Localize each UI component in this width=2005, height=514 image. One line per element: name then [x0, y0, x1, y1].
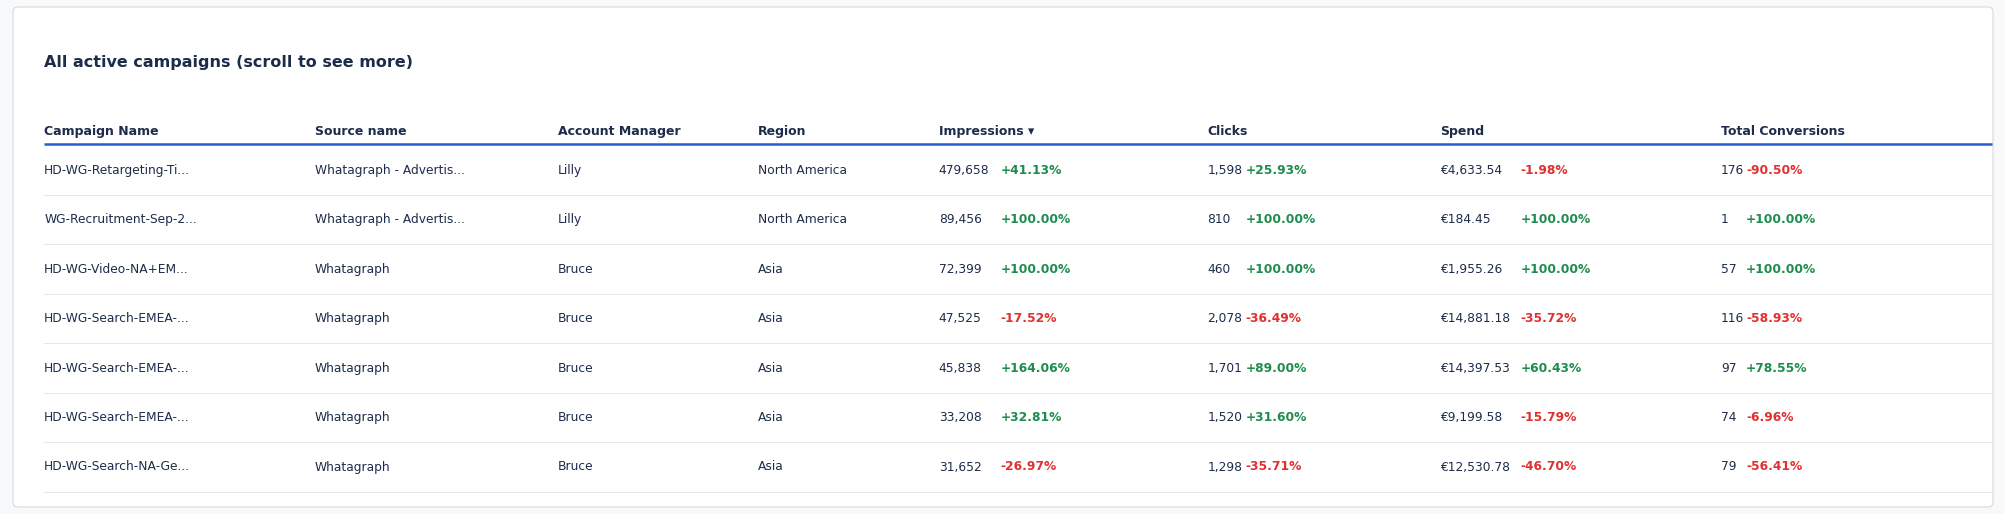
Text: 1,520: 1,520: [1207, 411, 1241, 424]
FancyBboxPatch shape: [12, 7, 1993, 507]
Text: 460: 460: [1207, 263, 1231, 276]
Text: -1.98%: -1.98%: [1520, 163, 1568, 176]
Text: North America: North America: [758, 213, 846, 226]
Text: Whatagraph: Whatagraph: [315, 461, 391, 473]
Text: -6.96%: -6.96%: [1744, 411, 1792, 424]
Text: -26.97%: -26.97%: [1000, 461, 1057, 473]
Text: Campaign Name: Campaign Name: [44, 125, 158, 138]
Text: Source name: Source name: [315, 125, 407, 138]
Text: +100.00%: +100.00%: [1744, 263, 1815, 276]
Text: Asia: Asia: [758, 263, 784, 276]
Text: -35.71%: -35.71%: [1245, 461, 1301, 473]
Text: HD-WG-Search-NA-Ge...: HD-WG-Search-NA-Ge...: [44, 461, 190, 473]
Text: +89.00%: +89.00%: [1245, 361, 1307, 375]
Text: Whatagraph - Advertis...: Whatagraph - Advertis...: [315, 213, 465, 226]
Text: -58.93%: -58.93%: [1744, 312, 1800, 325]
Text: HD-WG-Video-NA+EM...: HD-WG-Video-NA+EM...: [44, 263, 188, 276]
Text: Bruce: Bruce: [557, 411, 593, 424]
Text: €12,530.78: €12,530.78: [1440, 461, 1510, 473]
Text: All active campaigns (scroll to see more): All active campaigns (scroll to see more…: [44, 55, 413, 70]
Text: +100.00%: +100.00%: [1744, 213, 1815, 226]
Text: Whatagraph - Advertis...: Whatagraph - Advertis...: [315, 163, 465, 176]
Text: 2,078: 2,078: [1207, 312, 1241, 325]
Text: 31,652: 31,652: [938, 461, 980, 473]
Text: 74: 74: [1720, 411, 1736, 424]
Text: 72,399: 72,399: [938, 263, 980, 276]
Text: +60.43%: +60.43%: [1520, 361, 1580, 375]
Text: -90.50%: -90.50%: [1744, 163, 1802, 176]
Text: Region: Region: [758, 125, 806, 138]
Text: HD-WG-Search-EMEA-...: HD-WG-Search-EMEA-...: [44, 361, 190, 375]
Text: 57: 57: [1720, 263, 1736, 276]
Text: +164.06%: +164.06%: [1000, 361, 1071, 375]
Text: €14,881.18: €14,881.18: [1440, 312, 1510, 325]
Text: Clicks: Clicks: [1207, 125, 1247, 138]
Text: +100.00%: +100.00%: [1245, 263, 1315, 276]
Text: 116: 116: [1720, 312, 1744, 325]
Text: -17.52%: -17.52%: [1000, 312, 1057, 325]
Text: Lilly: Lilly: [557, 163, 581, 176]
Text: 79: 79: [1720, 461, 1736, 473]
Text: 33,208: 33,208: [938, 411, 980, 424]
Text: €184.45: €184.45: [1440, 213, 1490, 226]
Text: +31.60%: +31.60%: [1245, 411, 1307, 424]
Text: Lilly: Lilly: [557, 213, 581, 226]
Text: 1: 1: [1720, 213, 1728, 226]
Text: +32.81%: +32.81%: [1000, 411, 1063, 424]
Text: HD-WG-Search-EMEA-...: HD-WG-Search-EMEA-...: [44, 411, 190, 424]
Text: 810: 810: [1207, 213, 1231, 226]
Text: 89,456: 89,456: [938, 213, 980, 226]
Text: HD-WG-Retargeting-Ti...: HD-WG-Retargeting-Ti...: [44, 163, 190, 176]
Text: Whatagraph: Whatagraph: [315, 361, 391, 375]
Text: +25.93%: +25.93%: [1245, 163, 1307, 176]
Text: +100.00%: +100.00%: [1000, 263, 1071, 276]
Text: +41.13%: +41.13%: [1000, 163, 1063, 176]
Text: €1,955.26: €1,955.26: [1440, 263, 1502, 276]
Text: Asia: Asia: [758, 411, 784, 424]
Text: HD-WG-Search-EMEA-...: HD-WG-Search-EMEA-...: [44, 312, 190, 325]
Text: 1,701: 1,701: [1207, 361, 1241, 375]
Text: Asia: Asia: [758, 312, 784, 325]
Text: 1,298: 1,298: [1207, 461, 1241, 473]
Text: Whatagraph: Whatagraph: [315, 263, 391, 276]
Text: -36.49%: -36.49%: [1245, 312, 1301, 325]
Text: Total Conversions: Total Conversions: [1720, 125, 1845, 138]
Text: -35.72%: -35.72%: [1520, 312, 1576, 325]
Text: North America: North America: [758, 163, 846, 176]
Text: -46.70%: -46.70%: [1520, 461, 1576, 473]
Text: +78.55%: +78.55%: [1744, 361, 1807, 375]
Text: Bruce: Bruce: [557, 312, 593, 325]
Text: +100.00%: +100.00%: [1520, 263, 1590, 276]
Text: 1,598: 1,598: [1207, 163, 1243, 176]
Text: 479,658: 479,658: [938, 163, 988, 176]
Text: Spend: Spend: [1440, 125, 1484, 138]
Text: €9,199.58: €9,199.58: [1440, 411, 1502, 424]
Text: Bruce: Bruce: [557, 461, 593, 473]
Text: Asia: Asia: [758, 461, 784, 473]
Text: Bruce: Bruce: [557, 361, 593, 375]
Text: Whatagraph: Whatagraph: [315, 411, 391, 424]
Text: Account Manager: Account Manager: [557, 125, 680, 138]
Text: 176: 176: [1720, 163, 1744, 176]
Text: Impressions ▾: Impressions ▾: [938, 125, 1033, 138]
Text: +100.00%: +100.00%: [1000, 213, 1071, 226]
Text: -56.41%: -56.41%: [1744, 461, 1802, 473]
Text: ∞: ∞: [44, 510, 54, 514]
Text: WG-Recruitment-Sep-2...: WG-Recruitment-Sep-2...: [44, 213, 196, 226]
Text: Asia: Asia: [758, 361, 784, 375]
Text: €14,397.53: €14,397.53: [1440, 361, 1510, 375]
Text: 47,525: 47,525: [938, 312, 980, 325]
Text: +100.00%: +100.00%: [1520, 213, 1590, 226]
Text: 97: 97: [1720, 361, 1736, 375]
Text: +100.00%: +100.00%: [1245, 213, 1315, 226]
Text: €4,633.54: €4,633.54: [1440, 163, 1502, 176]
Text: Bruce: Bruce: [557, 263, 593, 276]
Text: 45,838: 45,838: [938, 361, 980, 375]
Text: -15.79%: -15.79%: [1520, 411, 1576, 424]
Text: Whatagraph: Whatagraph: [315, 312, 391, 325]
